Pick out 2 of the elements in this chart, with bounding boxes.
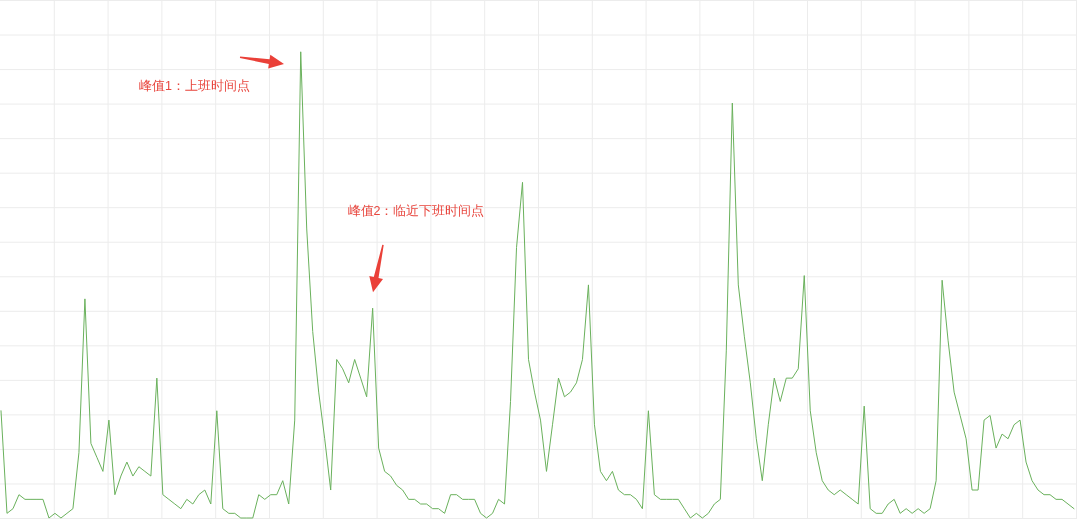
annotation: 峰值2：临近下班时间点 — [347, 203, 485, 218]
annotation: 峰值1：上班时间点 — [139, 78, 251, 93]
